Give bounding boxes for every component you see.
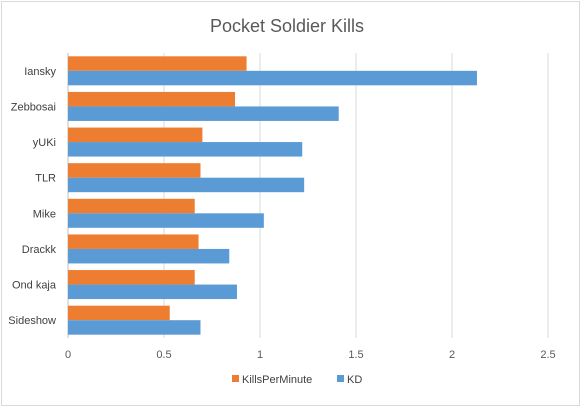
category-label: Mike <box>33 208 56 220</box>
category-label: Zebbosai <box>11 101 56 113</box>
bar-killsperminute-zebbosai <box>68 91 236 107</box>
legend-label: KD <box>347 374 362 386</box>
bar-kd-sideshow <box>68 320 201 335</box>
category-label: Iansky <box>24 66 56 78</box>
bar-kd-mike <box>68 213 264 228</box>
x-tick-label: 2 <box>449 349 455 361</box>
legend-swatch <box>337 375 344 382</box>
category-label: TLR <box>35 173 56 185</box>
chart-title: Pocket Soldier Kills <box>210 16 364 36</box>
legend: KillsPerMinute KD <box>232 374 362 386</box>
x-tick-label: 0 <box>65 349 71 361</box>
category-label: Drackk <box>22 244 57 256</box>
x-tick-label: 1 <box>257 349 263 361</box>
bar-killsperminute-drackk <box>68 234 199 249</box>
category-label: Sideshow <box>8 315 56 327</box>
bar-killsperminute-tlr <box>68 163 201 178</box>
x-tick-label: 2.5 <box>540 349 555 361</box>
bar-killsperminute-mike <box>68 198 195 214</box>
bar-killsperminute-iansky <box>68 56 247 71</box>
bar-kd-iansky <box>68 70 477 86</box>
category-label: yUKi <box>33 137 56 149</box>
bar-killsperminute-sideshow <box>68 305 170 321</box>
bar-killsperminute-ond-kaja <box>68 270 195 285</box>
x-tick-label: 0.5 <box>156 349 171 361</box>
bar-kd-zebbosai <box>68 106 339 121</box>
bar-killsperminute-yuki <box>68 127 203 143</box>
category-label: Ond kaja <box>12 280 57 292</box>
bar-kd-ond-kaja <box>68 284 237 300</box>
legend-swatch <box>232 375 239 382</box>
x-tick-label: 1.5 <box>348 349 363 361</box>
bar-kd-tlr <box>68 177 305 193</box>
bar-kd-yuki <box>68 142 303 157</box>
bar-kd-drackk <box>68 248 230 264</box>
legend-label: KillsPerMinute <box>242 374 312 386</box>
